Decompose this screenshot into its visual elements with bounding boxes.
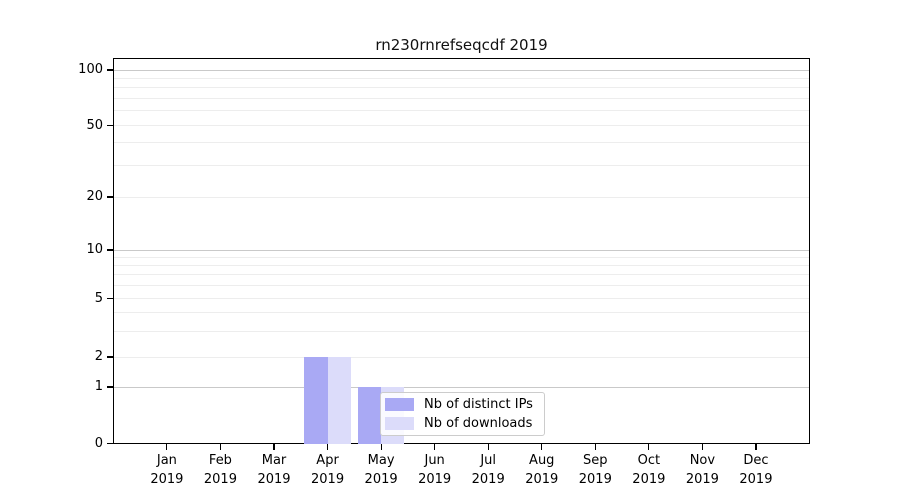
y-tick-label: 5 bbox=[94, 290, 103, 306]
legend: Nb of distinct IPs Nb of downloads bbox=[380, 392, 545, 436]
x-axis-tick bbox=[326, 444, 329, 450]
x-tick-label: Apr 2019 bbox=[296, 451, 360, 489]
x-tick-month: Apr bbox=[316, 453, 339, 468]
x-tick-year: 2019 bbox=[739, 472, 773, 487]
y-minor-gridline bbox=[114, 298, 809, 299]
y-axis-tick bbox=[107, 442, 113, 445]
y-minor-gridline bbox=[114, 164, 809, 166]
plot-spines bbox=[113, 58, 810, 444]
x-tick-month: Jan bbox=[156, 453, 177, 468]
y-minor-gridline bbox=[114, 77, 809, 79]
x-tick-label: Aug 2019 bbox=[510, 451, 574, 489]
y-minor-gridline bbox=[114, 312, 809, 314]
legend-swatch-icon bbox=[385, 398, 414, 411]
y-major-gridline bbox=[114, 386, 809, 388]
bar bbox=[304, 357, 328, 444]
x-tick-month: Mar bbox=[261, 453, 287, 468]
y-minor-gridline bbox=[114, 256, 809, 258]
y-tick-label: 100 bbox=[78, 62, 103, 77]
y-tick-label: 10 bbox=[86, 242, 103, 257]
x-tick-year: 2019 bbox=[578, 472, 612, 487]
x-tick-label: May 2019 bbox=[349, 451, 413, 489]
y-tick-label: 20 bbox=[86, 189, 103, 204]
x-tick-month: May bbox=[367, 453, 395, 468]
x-tick-year: 2019 bbox=[311, 472, 345, 487]
bar bbox=[327, 357, 351, 444]
y-tick-label: 2 bbox=[94, 349, 103, 364]
y-tick-label: 50 bbox=[86, 117, 103, 133]
x-axis-tick bbox=[701, 444, 703, 450]
y-axis-tick bbox=[107, 297, 113, 300]
y-minor-gridline bbox=[114, 274, 809, 276]
legend-label: Nb of downloads bbox=[424, 415, 533, 431]
x-tick-month: Sep bbox=[583, 453, 608, 468]
x-axis-tick bbox=[648, 444, 650, 450]
x-tick-month: Oct bbox=[637, 453, 661, 468]
legend-swatch-icon bbox=[385, 417, 414, 430]
x-tick-label: Oct 2019 bbox=[617, 451, 681, 489]
chart-title: rn230rnrefseqcdf 2019 bbox=[375, 36, 548, 54]
x-tick-label: Sep 2019 bbox=[563, 451, 627, 489]
y-major-gridline bbox=[114, 249, 809, 251]
bar bbox=[357, 387, 382, 444]
x-tick-year: 2019 bbox=[632, 472, 666, 487]
x-tick-year: 2019 bbox=[418, 472, 452, 487]
y-major-gridline bbox=[114, 69, 809, 71]
x-axis-tick bbox=[273, 444, 275, 450]
x-tick-label: Dec 2019 bbox=[724, 451, 788, 489]
y-minor-gridline bbox=[114, 265, 809, 267]
legend-row: Nb of downloads bbox=[385, 415, 538, 431]
x-tick-month: Feb bbox=[208, 453, 232, 468]
x-tick-month: Nov bbox=[689, 453, 716, 468]
y-axis-tick bbox=[107, 196, 113, 198]
x-tick-month: Dec bbox=[743, 453, 769, 468]
x-tick-label: Feb 2019 bbox=[188, 451, 252, 489]
y-minor-gridline bbox=[114, 98, 809, 100]
x-tick-label: Jan 2019 bbox=[135, 451, 199, 489]
x-tick-year: 2019 bbox=[525, 472, 559, 487]
legend-label: Nb of distinct IPs bbox=[424, 396, 533, 412]
x-tick-month: Aug bbox=[529, 453, 555, 468]
x-tick-label: Jul 2019 bbox=[456, 451, 520, 489]
x-tick-label: Nov 2019 bbox=[670, 451, 734, 489]
x-tick-label: Jun 2019 bbox=[403, 451, 467, 489]
legend-row: Nb of distinct IPs bbox=[385, 396, 538, 412]
x-axis-tick bbox=[755, 444, 757, 450]
y-minor-gridline bbox=[114, 142, 809, 144]
y-minor-gridline bbox=[114, 196, 809, 198]
y-minor-gridline bbox=[114, 125, 809, 126]
y-axis-tick bbox=[107, 249, 113, 251]
x-axis-tick bbox=[380, 444, 382, 450]
y-axis-tick bbox=[107, 69, 113, 71]
y-axis-tick bbox=[107, 124, 113, 127]
x-tick-month: Jul bbox=[480, 453, 497, 468]
x-tick-year: 2019 bbox=[203, 472, 237, 487]
y-minor-gridline bbox=[114, 285, 809, 287]
x-tick-year: 2019 bbox=[257, 472, 291, 487]
y-minor-gridline bbox=[114, 110, 809, 112]
x-tick-label: Mar 2019 bbox=[242, 451, 306, 489]
y-tick-label: 0 bbox=[94, 435, 103, 451]
y-minor-gridline bbox=[114, 330, 809, 332]
x-tick-year: 2019 bbox=[150, 472, 184, 487]
x-axis-tick bbox=[541, 444, 543, 450]
x-tick-year: 2019 bbox=[364, 472, 398, 487]
x-axis-tick bbox=[219, 444, 222, 450]
y-axis-tick bbox=[107, 386, 113, 388]
y-minor-gridline bbox=[114, 356, 809, 358]
x-tick-year: 2019 bbox=[685, 472, 719, 487]
x-axis-tick bbox=[166, 444, 168, 450]
x-axis-tick bbox=[434, 444, 436, 450]
x-tick-year: 2019 bbox=[471, 472, 505, 487]
y-axis-tick bbox=[107, 356, 113, 358]
x-axis-tick bbox=[594, 444, 596, 450]
x-tick-month: Jun bbox=[424, 453, 445, 468]
y-tick-label: 1 bbox=[94, 379, 103, 394]
x-axis-tick bbox=[487, 444, 489, 450]
y-minor-gridline bbox=[114, 87, 809, 89]
